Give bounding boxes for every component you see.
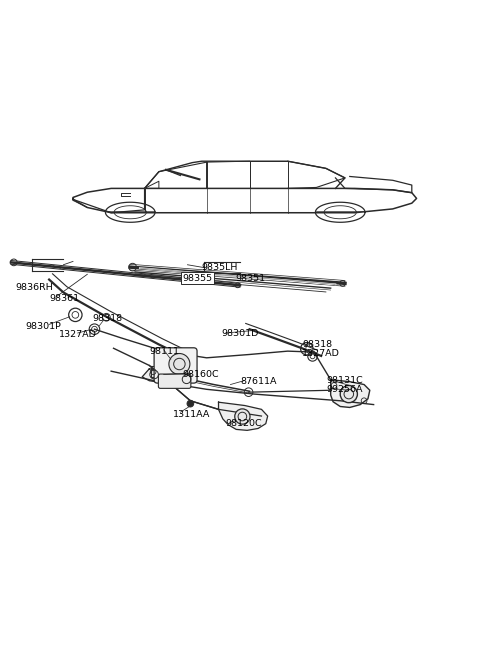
Circle shape	[169, 354, 190, 374]
Text: 98160C: 98160C	[183, 370, 219, 378]
Circle shape	[187, 400, 194, 407]
Text: 87611A: 87611A	[240, 377, 276, 386]
Text: 98131C: 98131C	[326, 376, 363, 385]
Text: 98351: 98351	[235, 274, 265, 282]
Circle shape	[340, 386, 358, 403]
Text: 1327AD: 1327AD	[302, 348, 340, 358]
Polygon shape	[331, 380, 370, 408]
Text: 1327AD: 1327AD	[59, 330, 96, 340]
Text: 98301P: 98301P	[25, 322, 61, 331]
FancyBboxPatch shape	[158, 374, 191, 388]
FancyBboxPatch shape	[154, 348, 197, 383]
Text: 98120C: 98120C	[226, 419, 262, 428]
Text: 98355: 98355	[183, 274, 213, 282]
Text: 98318: 98318	[92, 314, 122, 323]
Text: 98301D: 98301D	[221, 330, 258, 338]
Polygon shape	[142, 369, 185, 384]
Text: 99256A: 99256A	[326, 385, 362, 394]
Text: 1311AA: 1311AA	[173, 410, 211, 419]
Text: 98111: 98111	[149, 346, 180, 356]
Text: 98361: 98361	[49, 294, 79, 302]
Polygon shape	[218, 402, 268, 430]
Text: 9836RH: 9836RH	[16, 283, 53, 292]
Text: 9835LH: 9835LH	[202, 263, 238, 272]
Text: 98318: 98318	[302, 340, 332, 350]
Circle shape	[235, 409, 250, 424]
